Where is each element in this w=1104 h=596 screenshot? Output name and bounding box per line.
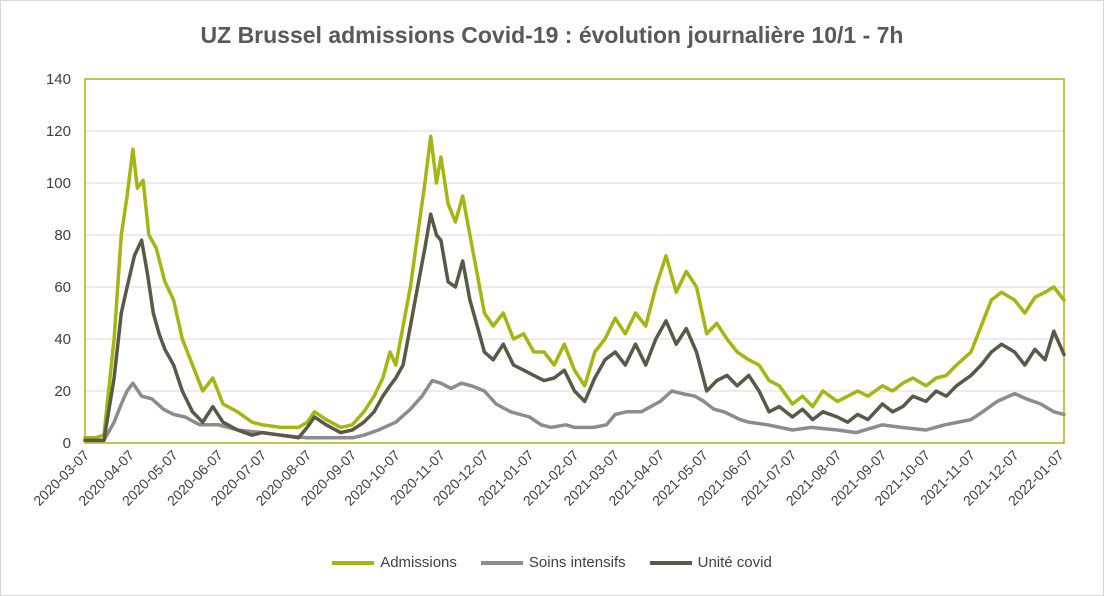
- series-line-admissions: [83, 134, 1066, 440]
- legend-label: Unité covid: [697, 554, 772, 571]
- series-lines: [83, 134, 1066, 443]
- y-tick-label: 140: [46, 71, 71, 88]
- y-tick-label: 20: [54, 383, 71, 400]
- legend: Admissions Soins intensifs Unité covid: [0, 554, 1104, 571]
- legend-swatch: [649, 560, 692, 565]
- y-tick-label: 40: [54, 331, 71, 348]
- legend-label: Soins intensifs: [528, 554, 626, 571]
- plot-area-border: [84, 78, 1065, 444]
- legend-item-soins-intensifs: Soins intensifs: [480, 554, 626, 571]
- x-axis-tick-labels: 2020-03-072020-04-072020-05-072020-06-07…: [30, 447, 1067, 509]
- legend-label: Admissions: [380, 554, 457, 571]
- legend-item-admissions: Admissions: [332, 554, 457, 571]
- y-tick-label: 0: [63, 435, 71, 452]
- y-axis-tick-labels: 0 20 40 60 80 100 120 140: [46, 71, 71, 452]
- y-tick-label: 120: [46, 123, 71, 140]
- gridlines: [85, 130, 1064, 392]
- y-tick-label: 60: [54, 279, 71, 296]
- chart-title: UZ Brussel admissions Covid-19 : évoluti…: [200, 22, 904, 48]
- legend-swatch: [480, 560, 523, 565]
- series-line-soins-intensifs: [83, 378, 1066, 443]
- series-line-unite-covid: [83, 212, 1066, 443]
- y-tick-label: 80: [54, 227, 71, 244]
- legend-item-unite-covid: Unité covid: [649, 554, 772, 571]
- y-tick-label: 100: [46, 175, 71, 192]
- legend-swatch: [332, 560, 375, 565]
